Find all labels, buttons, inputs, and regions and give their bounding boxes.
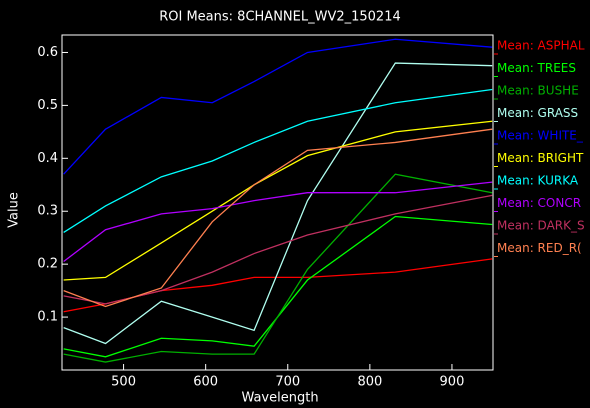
y-tick-label: 0.2	[37, 257, 58, 272]
legend-label: Mean: DARK_S	[497, 219, 585, 233]
series-line	[63, 215, 493, 358]
x-tick-label: 700	[275, 375, 300, 390]
legend-label: Mean: KURKA	[497, 174, 579, 188]
y-tick-label: 0.3	[37, 204, 58, 219]
legend-label: Mean: GRASS	[497, 106, 578, 120]
legend-label: Mean: BUSHE	[497, 84, 579, 98]
legend-label: Mean: CONCR	[497, 196, 581, 210]
y-tick-label: 0.1	[37, 310, 58, 325]
y-axis-label: Value	[7, 192, 22, 228]
legend-label: Mean: WHITE_	[497, 129, 584, 143]
legend-label: Mean: RED_R(	[497, 241, 582, 255]
x-tick-label: 900	[440, 375, 465, 390]
series-line	[63, 258, 493, 313]
plot-frame	[61, 34, 494, 371]
series-line	[63, 120, 493, 281]
y-tick-label: 0.5	[37, 98, 58, 113]
series-line	[63, 62, 493, 345]
series-line	[63, 194, 493, 305]
x-axis-label: Wavelength	[241, 391, 318, 406]
series-line	[63, 88, 493, 233]
legend-label: Mean: TREES	[497, 61, 576, 75]
chart-title: ROI Means: 8CHANNEL_WV2_150214	[159, 10, 401, 25]
series-line	[63, 128, 493, 308]
x-tick-label: 600	[193, 375, 218, 390]
y-tick-label: 0.4	[37, 151, 58, 166]
y-tick-label: 0.6	[37, 45, 58, 60]
series-line	[63, 173, 493, 363]
x-tick-label: 500	[111, 375, 136, 390]
x-tick-label: 800	[357, 375, 382, 390]
legend-label: Mean: ASPHAL	[497, 39, 585, 53]
series-line	[63, 181, 493, 263]
legend-label: Mean: BRIGHT	[497, 151, 584, 165]
series-line	[63, 38, 493, 175]
